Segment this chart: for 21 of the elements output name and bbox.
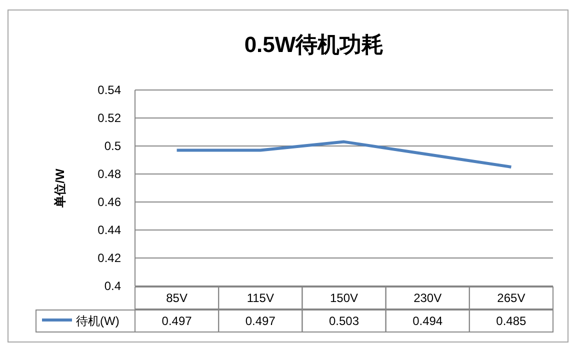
y-tick-label: 0.54 — [98, 83, 122, 97]
x-tick-label: 150V — [330, 291, 358, 305]
chart-title: 0.5W待机功耗 — [244, 32, 384, 57]
x-tick-label: 115V — [246, 291, 274, 305]
data-label: 0.497 — [245, 314, 276, 328]
y-axis-title: 单位/W — [53, 168, 67, 208]
legend-label: 待机(W) — [76, 314, 120, 328]
y-tick-label: 0.44 — [98, 223, 122, 237]
x-tick-label: 265V — [497, 291, 526, 305]
data-label: 0.485 — [496, 314, 527, 328]
y-tick-label: 0.48 — [98, 167, 122, 181]
y-tick-label: 0.46 — [98, 195, 122, 209]
y-tick-label: 0.42 — [98, 251, 122, 265]
data-label: 0.503 — [328, 314, 360, 328]
data-label: 0.494 — [412, 314, 443, 328]
x-tick-label: 85V — [166, 291, 188, 305]
y-tick-label: 0.52 — [98, 111, 122, 125]
y-tick-label: 0.4 — [104, 279, 122, 293]
y-tick-label: 0.5 — [104, 139, 122, 153]
x-tick-label: 230V — [414, 291, 442, 305]
data-label: 0.497 — [162, 314, 192, 328]
